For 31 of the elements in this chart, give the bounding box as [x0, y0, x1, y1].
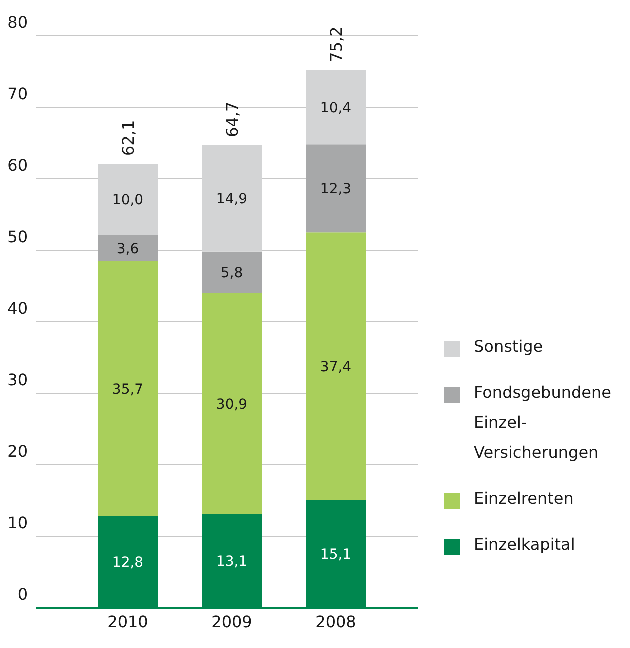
y-tick-label: 60 [8, 156, 28, 175]
total-label: 75,2 [327, 26, 346, 62]
data-label: 14,9 [216, 192, 248, 208]
y-tick-label: 50 [8, 228, 28, 246]
y-tick-label: 10 [8, 514, 28, 532]
data-label: 30,9 [216, 396, 248, 413]
data-label: 10,0 [112, 192, 144, 209]
data-label: 3,6 [116, 241, 140, 258]
data-label: 12,3 [320, 182, 352, 198]
data-label: 5,8 [220, 266, 244, 282]
y-tick-label: 0 [18, 585, 28, 604]
x-tick-label: 2010 [108, 612, 148, 632]
legend-label: Fondsgebundene Einzel-Versicherungen [474, 382, 612, 464]
y-tick-label: 40 [8, 299, 28, 318]
total-label: 64,7 [223, 102, 242, 138]
data-label: 13,1 [216, 554, 248, 570]
data-label: 15,1 [320, 547, 352, 564]
y-tick-label: 70 [8, 84, 28, 104]
x-tick-label: 2008 [316, 612, 356, 632]
data-label: 12,8 [112, 555, 144, 572]
data-label: 10,4 [320, 100, 352, 116]
data-label: 35,7 [112, 382, 144, 398]
legend-label: Sonstige [474, 336, 544, 358]
y-tick-label: 80 [8, 13, 28, 32]
total-label: 62,1 [119, 120, 138, 156]
data-label: 37,4 [320, 359, 352, 376]
x-tick-label: 2009 [212, 612, 252, 632]
legend-label: Einzelrenten [474, 488, 575, 510]
legend-label: Einzelkapital [474, 534, 576, 556]
y-tick-label: 20 [8, 442, 28, 461]
y-tick-label: 30 [8, 370, 28, 390]
